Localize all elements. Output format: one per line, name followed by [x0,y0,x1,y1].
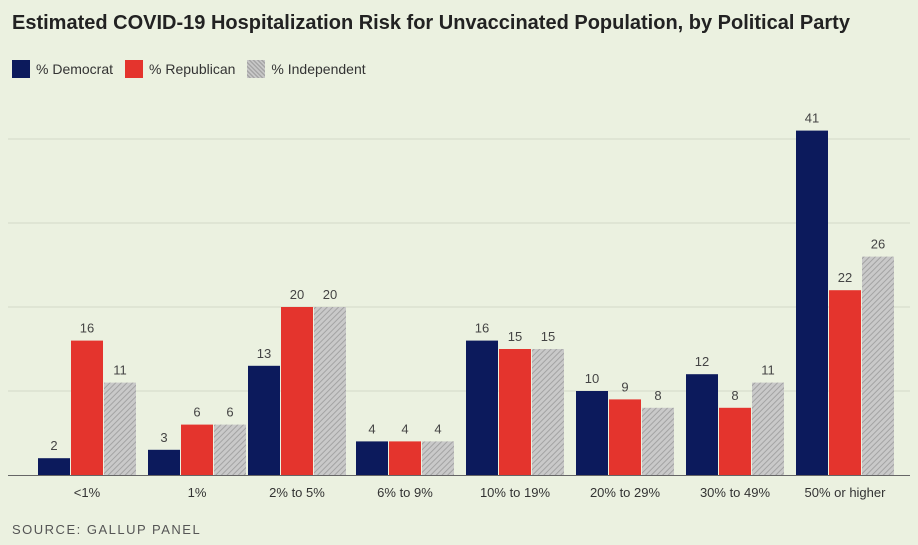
bar-republican [389,441,421,475]
bar-republican [829,290,861,475]
chart-legend: % Democrat % Republican % Independent [12,60,378,78]
bars [38,130,894,475]
bar-democrat [686,374,718,475]
legend-label-republican: % Republican [149,61,236,77]
value-label-independent: 20 [323,287,337,302]
x-tick-label: 20% to 29% [590,485,661,500]
bar-independent [214,424,246,475]
bar-republican [181,424,213,475]
bar-independent [422,441,454,475]
legend-swatch-republican [125,60,144,78]
x-tick-label: 50% or higher [805,485,887,500]
value-label-republican: 22 [838,270,852,285]
bar-democrat [356,441,388,475]
value-label-democrat: 10 [585,371,599,386]
bar-republican [609,399,641,475]
value-label-independent: 11 [761,363,775,378]
legend-item-democrat: % Democrat [12,60,113,78]
bar-independent [642,407,674,475]
bar-democrat [148,449,180,475]
value-label-republican: 6 [193,405,200,420]
x-tick-label: 30% to 49% [700,485,771,500]
value-label-independent: 11 [113,363,127,378]
bar-democrat [576,391,608,475]
x-tick-label: <1% [74,485,101,500]
x-tick-label: 1% [188,485,207,500]
bar-independent [104,382,136,475]
value-label-independent: 8 [654,388,661,403]
value-label-republican: 9 [621,379,628,394]
legend-label-independent: % Independent [271,61,366,77]
value-label-independent: 4 [434,421,441,436]
bar-independent [532,349,564,475]
bar-independent [752,382,784,475]
legend-swatch-independent [247,60,266,78]
bar-republican [71,340,103,475]
value-label-democrat: 12 [695,354,709,369]
gridlines [8,138,910,392]
chart-title: Estimated COVID-19 Hospitalization Risk … [12,12,850,34]
x-axis-tick-labels: <1% 1% 2% to 5% 6% to 9% 10% to 19% 20% to 29… [74,485,886,500]
value-label-independent: 15 [541,329,555,344]
value-label-republican: 20 [290,287,304,302]
bar-democrat [466,340,498,475]
value-label-democrat: 16 [475,321,489,336]
value-label-democrat: 4 [368,421,375,436]
value-label-democrat: 2 [50,438,57,453]
value-labels: 2 16 11 3 6 6 13 20 20 4 4 4 16 15 15 10 9 8 12 8 11 41 22 26 [50,111,885,454]
value-label-democrat: 41 [805,111,819,126]
value-label-independent: 26 [871,237,885,252]
bar-democrat [248,365,280,475]
value-label-independent: 6 [226,405,233,420]
value-label-republican: 4 [401,421,408,436]
source-note: SOURCE: GALLUP PANEL [12,522,202,537]
bar-independent [862,256,894,475]
bar-republican [719,407,751,475]
legend-label-democrat: % Democrat [36,61,114,77]
value-label-democrat: 3 [160,430,167,445]
x-tick-label: 2% to 5% [269,485,325,500]
value-label-democrat: 13 [257,346,271,361]
bar-democrat [38,458,70,475]
bar-democrat [796,130,828,475]
bar-republican [281,307,313,475]
value-label-republican: 15 [508,329,522,344]
legend-item-republican: % Republican [125,60,235,78]
legend-item-independent: % Independent [247,60,366,78]
value-label-republican: 8 [731,388,738,403]
bar-republican [499,349,531,475]
legend-swatch-democrat [12,60,30,78]
x-tick-label: 6% to 9% [377,485,433,500]
bar-independent [314,307,346,475]
value-label-republican: 16 [80,321,94,336]
x-tick-label: 10% to 19% [480,485,551,500]
